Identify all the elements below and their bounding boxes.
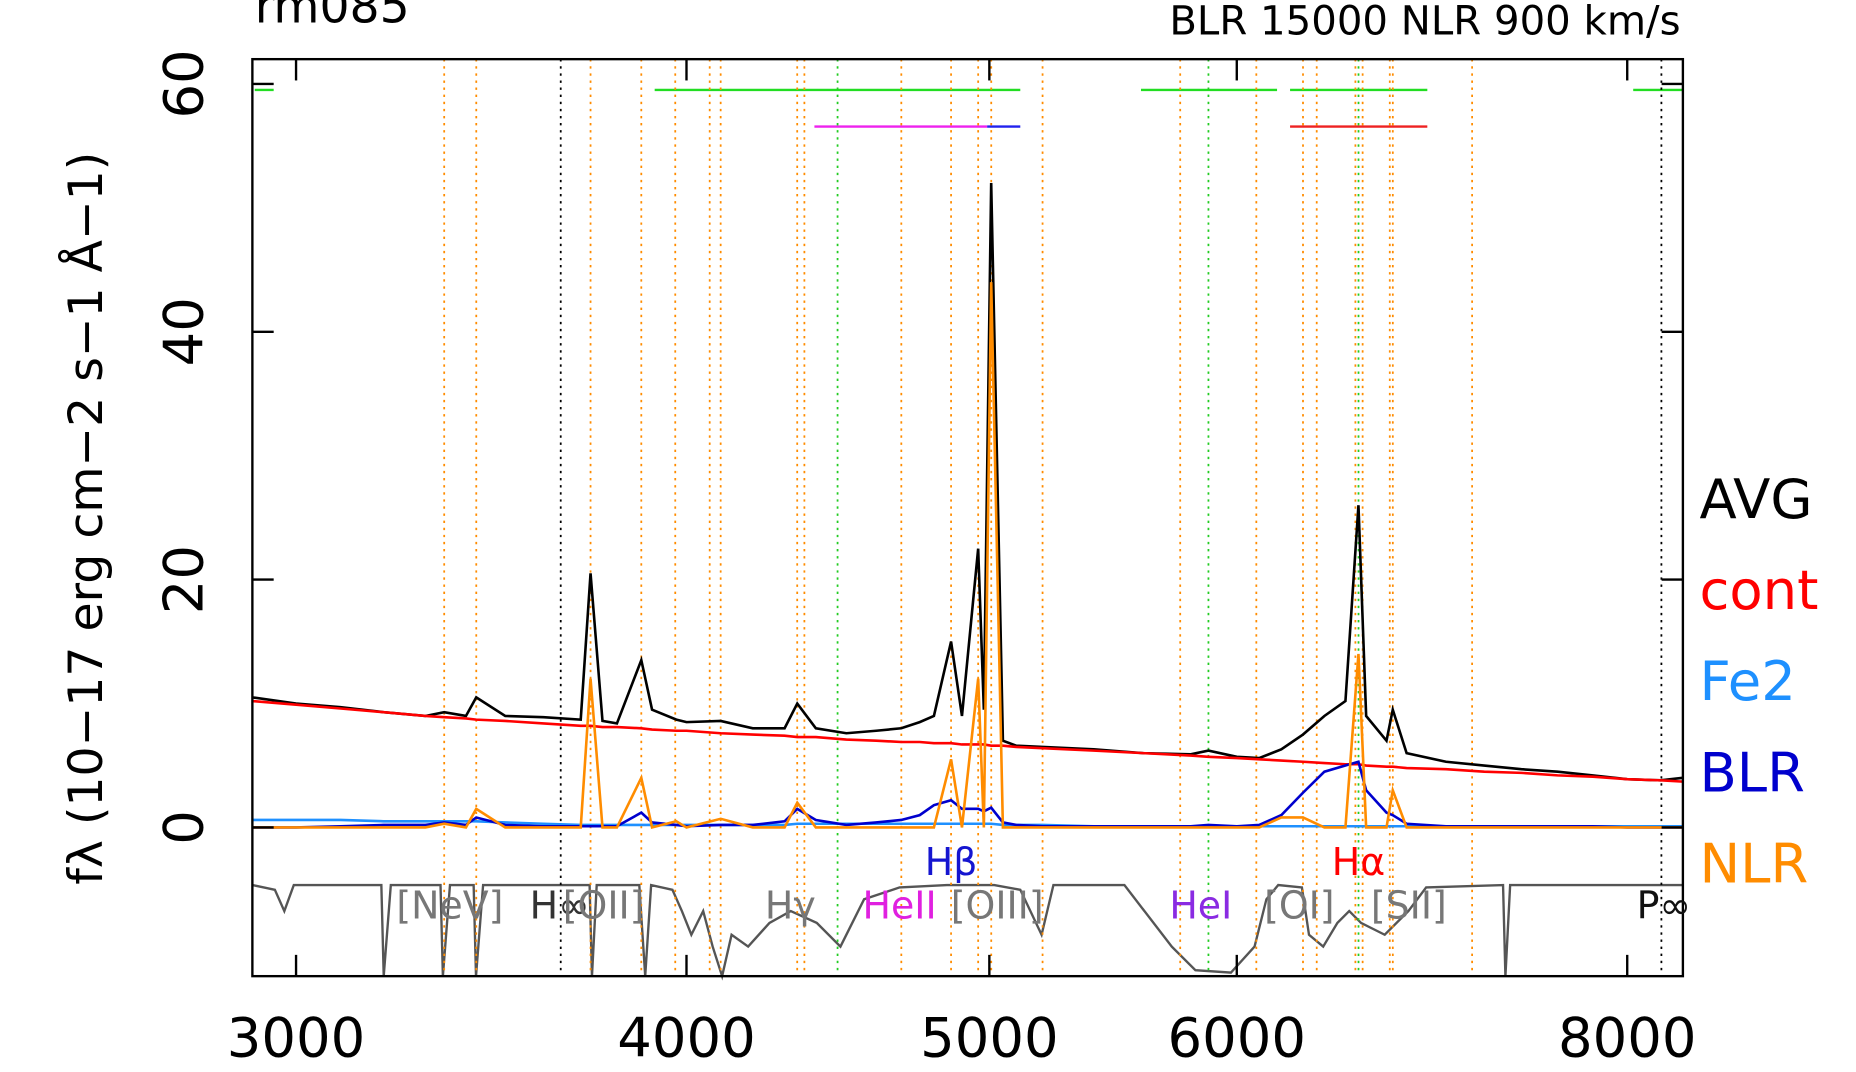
legend-label: Fe2 [1699,649,1795,713]
chart-title: rm085 [255,0,410,34]
line-label: HeI [1169,884,1232,928]
y-tick-label: 60 [151,49,215,118]
line-label: H∞ [530,884,590,928]
series-line [252,282,1683,830]
plot-layer [252,59,1684,977]
legend-label: BLR [1699,740,1804,804]
line-label: P∞ [1637,884,1691,928]
x-tick-label: 6000 [1168,1005,1306,1069]
line-label: [OI] [1264,884,1335,928]
x-tick-label: 5000 [920,1005,1058,1069]
line-label: Hα [1332,840,1385,884]
legend-label: AVG [1699,467,1812,531]
chart-subtitle: BLR 15000 NLR 900 km/s [1169,0,1680,45]
x-tick-label: 8000 [1558,1005,1696,1069]
series-line [252,183,1684,782]
y-tick-label: 0 [151,810,215,845]
y-axis-label: fλ (10−17 erg cm−2 s−1 Å−1) [57,152,114,885]
transmission-curve [252,883,1683,981]
line-label: [OIII] [951,884,1044,928]
line-label: HeII [863,884,937,928]
legend-label: cont [1699,558,1818,622]
x-tick-label: 4000 [617,1005,755,1069]
y-tick-label: 40 [151,297,215,366]
plot-frame [251,57,1685,978]
line-label: Hγ [765,884,816,928]
y-tick-label: 20 [151,545,215,614]
legend-label: NLR [1699,831,1808,895]
series-line [252,699,1683,783]
line-label: Hβ [925,840,978,884]
line-label: [NeV] [396,884,503,928]
x-tick-label: 3000 [227,1005,365,1069]
line-label: [SII] [1371,884,1447,928]
line-label: [OII] [563,884,645,928]
